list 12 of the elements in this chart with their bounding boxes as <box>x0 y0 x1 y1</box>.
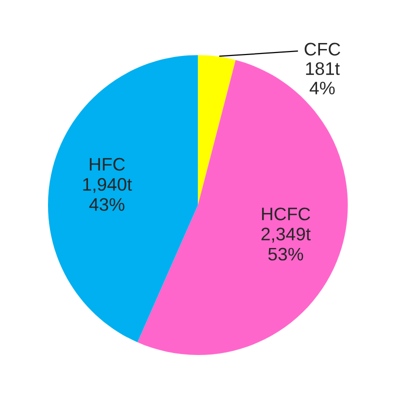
slice-label: CFC <box>304 42 340 56</box>
slice-label: HFC <box>90 158 125 171</box>
pie-slice <box>48 55 198 342</box>
data-label: 181t <box>306 62 340 76</box>
pie-slice <box>198 55 236 206</box>
slice-label: HCFC <box>262 208 310 220</box>
pie-slice <box>138 60 348 355</box>
text: 4% <box>310 82 335 94</box>
data-label: 2,349t <box>261 228 311 243</box>
data-label: 1,940t <box>83 178 132 193</box>
text: 43% <box>89 198 124 211</box>
text: 53% <box>268 248 304 261</box>
